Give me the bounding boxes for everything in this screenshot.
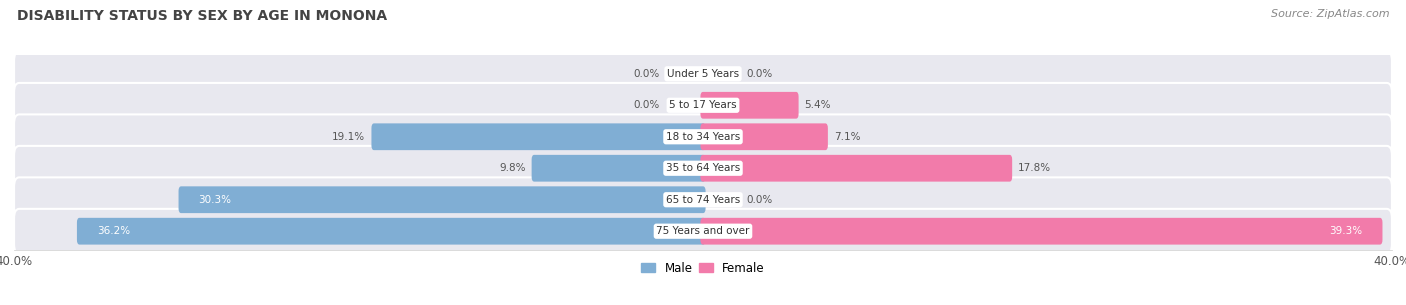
Text: 0.0%: 0.0% (747, 195, 772, 205)
FancyBboxPatch shape (700, 124, 828, 150)
FancyBboxPatch shape (700, 155, 1012, 181)
FancyBboxPatch shape (700, 218, 1382, 245)
Text: 0.0%: 0.0% (634, 69, 659, 79)
FancyBboxPatch shape (700, 92, 799, 119)
Text: 39.3%: 39.3% (1330, 226, 1362, 236)
Text: DISABILITY STATUS BY SEX BY AGE IN MONONA: DISABILITY STATUS BY SEX BY AGE IN MONON… (17, 9, 387, 23)
Text: 0.0%: 0.0% (747, 69, 772, 79)
FancyBboxPatch shape (371, 124, 706, 150)
Legend: Male, Female: Male, Female (637, 257, 769, 279)
Text: 75 Years and over: 75 Years and over (657, 226, 749, 236)
Text: 5.4%: 5.4% (804, 100, 831, 110)
FancyBboxPatch shape (14, 83, 1392, 127)
Text: 35 to 64 Years: 35 to 64 Years (666, 163, 740, 173)
Text: 18 to 34 Years: 18 to 34 Years (666, 132, 740, 142)
Text: 9.8%: 9.8% (499, 163, 526, 173)
FancyBboxPatch shape (14, 114, 1392, 159)
FancyBboxPatch shape (531, 155, 706, 181)
Text: Source: ZipAtlas.com: Source: ZipAtlas.com (1271, 9, 1389, 19)
Text: Under 5 Years: Under 5 Years (666, 69, 740, 79)
FancyBboxPatch shape (14, 52, 1392, 96)
Text: 0.0%: 0.0% (634, 100, 659, 110)
FancyBboxPatch shape (14, 178, 1392, 222)
Text: 5 to 17 Years: 5 to 17 Years (669, 100, 737, 110)
FancyBboxPatch shape (14, 209, 1392, 253)
Text: 7.1%: 7.1% (834, 132, 860, 142)
Text: 17.8%: 17.8% (1018, 163, 1052, 173)
FancyBboxPatch shape (179, 186, 706, 213)
Text: 36.2%: 36.2% (97, 226, 129, 236)
Text: 65 to 74 Years: 65 to 74 Years (666, 195, 740, 205)
Text: 19.1%: 19.1% (332, 132, 366, 142)
FancyBboxPatch shape (77, 218, 706, 245)
Text: 30.3%: 30.3% (198, 195, 232, 205)
FancyBboxPatch shape (14, 146, 1392, 191)
